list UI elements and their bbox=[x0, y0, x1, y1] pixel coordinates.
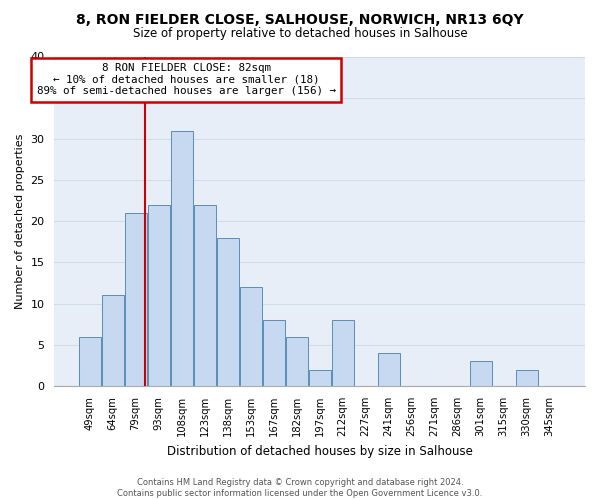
Y-axis label: Number of detached properties: Number of detached properties bbox=[15, 134, 25, 309]
Bar bbox=[217, 238, 239, 386]
Bar bbox=[332, 320, 354, 386]
Bar bbox=[286, 336, 308, 386]
Bar bbox=[263, 320, 285, 386]
Bar bbox=[239, 287, 262, 386]
Bar bbox=[148, 205, 170, 386]
Bar bbox=[125, 213, 147, 386]
Text: Contains HM Land Registry data © Crown copyright and database right 2024.
Contai: Contains HM Land Registry data © Crown c… bbox=[118, 478, 482, 498]
Bar bbox=[79, 336, 101, 386]
X-axis label: Distribution of detached houses by size in Salhouse: Distribution of detached houses by size … bbox=[167, 444, 473, 458]
Bar bbox=[470, 362, 492, 386]
Text: Size of property relative to detached houses in Salhouse: Size of property relative to detached ho… bbox=[133, 28, 467, 40]
Text: 8 RON FIELDER CLOSE: 82sqm
← 10% of detached houses are smaller (18)
89% of semi: 8 RON FIELDER CLOSE: 82sqm ← 10% of deta… bbox=[37, 63, 336, 96]
Bar bbox=[515, 370, 538, 386]
Bar bbox=[377, 353, 400, 386]
Bar bbox=[194, 205, 216, 386]
Bar bbox=[308, 370, 331, 386]
Bar bbox=[170, 130, 193, 386]
Bar bbox=[101, 296, 124, 386]
Text: 8, RON FIELDER CLOSE, SALHOUSE, NORWICH, NR13 6QY: 8, RON FIELDER CLOSE, SALHOUSE, NORWICH,… bbox=[76, 12, 524, 26]
